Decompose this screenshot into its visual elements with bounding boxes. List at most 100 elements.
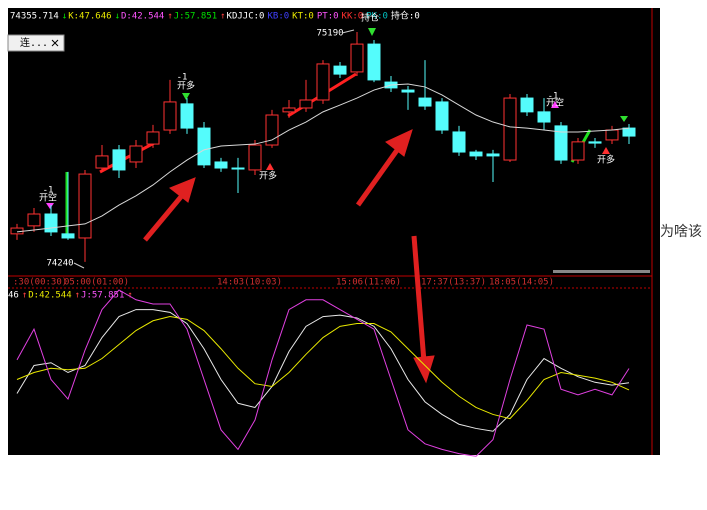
annotation: -1	[43, 186, 54, 196]
header-item: KB:0	[267, 12, 289, 22]
x-tick-label: 14:03(10:03)	[217, 278, 282, 288]
close-icon[interactable]	[51, 39, 59, 47]
annotation: -1	[177, 73, 188, 83]
candle-body	[231, 167, 245, 170]
candle-body	[299, 99, 313, 109]
candle-body	[95, 155, 109, 169]
candle-body	[333, 65, 347, 75]
trend-line	[99, 140, 157, 174]
header-item: J:57.851	[174, 12, 217, 22]
header-item: K:47.646	[68, 12, 111, 22]
annotation: 开多	[259, 170, 277, 182]
annotation-leader	[73, 262, 85, 269]
x-tick-label: 17:37(13:37)	[421, 278, 486, 288]
header-item: ↓	[115, 12, 120, 22]
arrow	[355, 144, 403, 207]
x-tick-label: :30(00:30)	[13, 278, 67, 288]
annotation: 74240	[46, 259, 73, 269]
marker	[602, 147, 610, 154]
header-item: ↑	[167, 12, 172, 22]
candle-body	[571, 141, 585, 161]
arrow	[411, 235, 427, 363]
candle-body	[129, 145, 143, 163]
annotation-leader	[341, 29, 355, 34]
header-item: KDJJC:0	[227, 12, 265, 22]
candle-body	[452, 131, 466, 153]
candle-body	[112, 149, 126, 171]
candle-body	[44, 213, 58, 233]
annotation: 持仓	[361, 12, 379, 24]
candle-body	[265, 114, 279, 146]
marker	[551, 101, 559, 108]
header-item: ↑	[220, 12, 225, 22]
header-item: ↑	[22, 291, 27, 301]
candle-body	[486, 153, 500, 157]
header-item: 74355.714	[10, 12, 59, 22]
candle-body	[418, 97, 432, 107]
candle-body	[537, 111, 551, 123]
red-arrows	[143, 129, 435, 384]
candle-body	[146, 131, 160, 145]
candle-body	[588, 141, 602, 144]
indicator-line	[16, 289, 630, 457]
candle-body	[503, 97, 517, 161]
candle-body	[197, 127, 211, 166]
candle-body	[180, 103, 194, 129]
header-item: 46	[8, 291, 19, 301]
annotation: 开多	[177, 80, 195, 92]
candle-body	[163, 101, 177, 131]
candle-body	[520, 97, 534, 113]
background	[8, 8, 660, 455]
annotation: -1	[548, 92, 559, 102]
candle-body	[61, 233, 75, 239]
annotation: 开空	[39, 192, 57, 204]
marker	[46, 203, 54, 209]
candle-body	[469, 151, 483, 157]
header-item: D:42.544	[28, 291, 71, 301]
tab[interactable]	[7, 34, 65, 52]
annotation: 开空	[546, 97, 564, 109]
scrollbar[interactable]	[553, 270, 650, 273]
x-tick-label: 18:05(14:05)	[489, 278, 554, 288]
chart: 连... 74355.714 ↓ K:47.646 ↓ D:42.544 ↑ J:57.85…	[7, 8, 660, 457]
indicator-line	[16, 309, 630, 432]
arrow-head	[385, 129, 413, 157]
moving-average	[16, 83, 630, 233]
header-item: KK:0	[342, 12, 364, 22]
indicator-line	[16, 316, 630, 420]
x-tick-label: 15:06(11:06)	[336, 278, 401, 288]
marker	[182, 93, 190, 100]
arrow-head	[413, 355, 435, 384]
x-tick-label: 05:00(01:00)	[64, 278, 129, 288]
candle-body	[401, 89, 415, 93]
header-item: PT:0	[317, 12, 339, 22]
annotation: 开多	[597, 154, 615, 166]
arrow-head	[169, 177, 196, 203]
annotation: 75190	[316, 29, 343, 39]
arrow	[143, 190, 187, 242]
candle-body	[78, 173, 92, 239]
header-item: ↑	[127, 291, 132, 301]
side-text: 为啥该	[660, 224, 702, 240]
tab-label: 连...	[20, 36, 48, 49]
candle-body	[435, 101, 449, 131]
marker	[266, 163, 274, 170]
header-item: ↑	[75, 291, 80, 301]
candle-body	[622, 127, 636, 137]
candle-body	[605, 129, 619, 141]
header-item: 持仓:0	[391, 10, 420, 22]
candle-body	[316, 63, 330, 101]
header-item: PK:0	[366, 12, 388, 22]
header-item: ↓	[62, 12, 67, 22]
header-item: KT:0	[292, 12, 314, 22]
header-item: J:57.851	[81, 291, 124, 301]
candle-body	[282, 107, 296, 113]
candle-body	[214, 161, 228, 169]
candle-body	[27, 213, 41, 227]
candle-body	[248, 144, 262, 171]
header-item: D:42.544	[121, 12, 164, 22]
marker	[620, 116, 628, 122]
marker	[368, 28, 376, 36]
candle-body	[350, 43, 364, 73]
